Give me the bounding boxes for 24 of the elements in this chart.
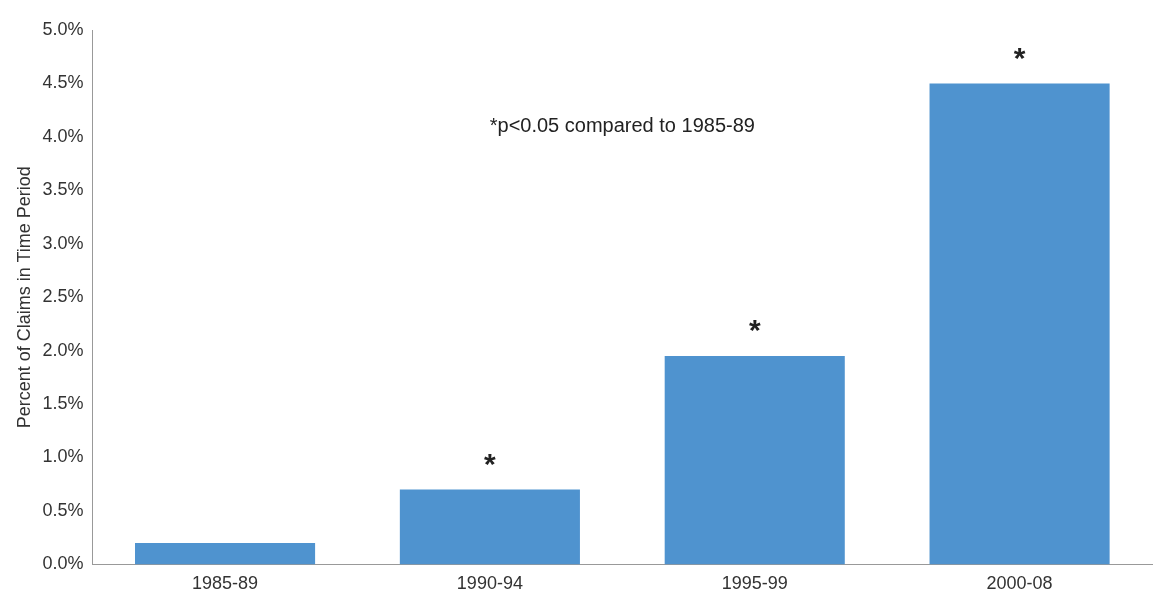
y-tick-label: 1.0%: [42, 446, 84, 467]
x-tick-label: 2000-08: [986, 573, 1053, 594]
y-tick-label: 3.0%: [42, 232, 84, 253]
bar: [929, 83, 1110, 565]
annotation: *p<0.05 compared to 1985-89: [489, 113, 755, 136]
x-tick-label: 1985-89: [192, 573, 259, 594]
annotation: *: [1013, 40, 1026, 74]
y-tick-label: 2.0%: [42, 339, 84, 360]
bar: [399, 489, 580, 565]
y-tick-label: 0.0%: [42, 553, 84, 574]
annotation: *: [748, 313, 761, 347]
bar: [135, 543, 316, 565]
y-tick-label: 4.0%: [42, 125, 84, 146]
y-tick-label: 5.0%: [42, 18, 84, 39]
y-tick-label: 2.5%: [42, 286, 84, 307]
y-axis-title: Percent of Claims in Time Period: [13, 166, 34, 429]
y-tick-label: 3.5%: [42, 179, 84, 200]
x-tick-label: 1990-94: [456, 573, 523, 594]
y-tick-label: 4.5%: [42, 72, 84, 93]
y-tick-label: 0.5%: [42, 499, 84, 520]
y-tick-label: 1.5%: [42, 393, 84, 414]
x-tick-label: 1995-99: [721, 573, 788, 594]
annotation: *: [484, 446, 497, 480]
bar: [664, 355, 845, 565]
